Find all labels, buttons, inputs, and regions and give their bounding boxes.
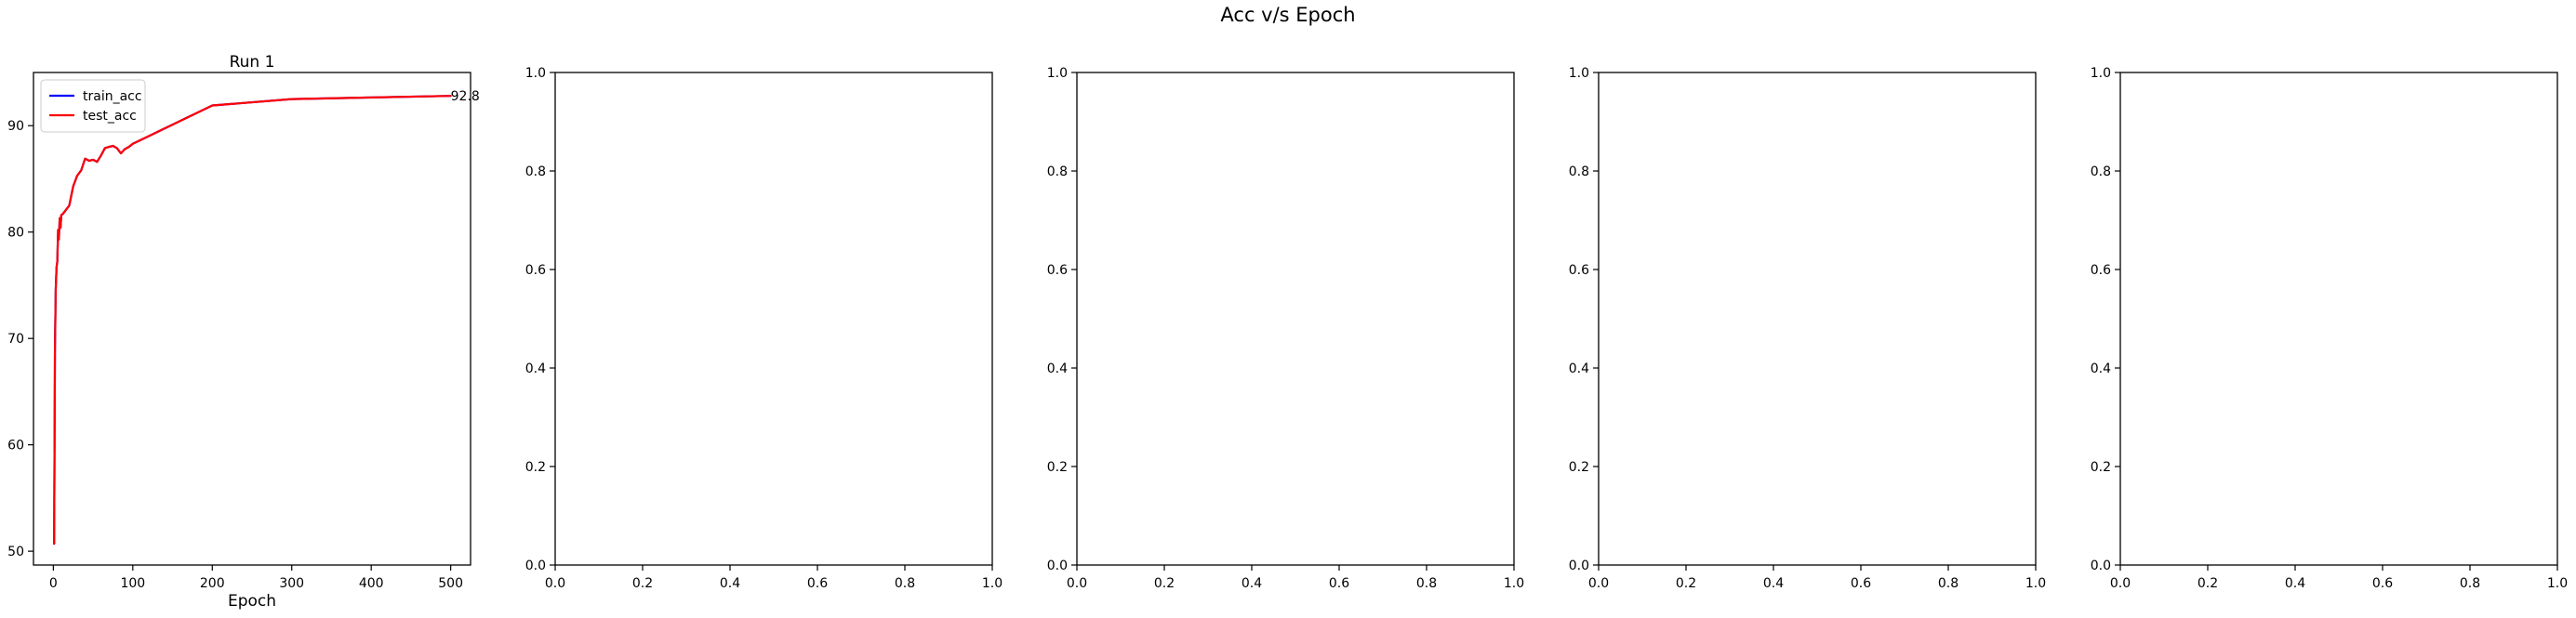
y-tick-label: 0.0 [1047,559,1068,573]
y-tick-label: 0.6 [1569,263,1589,278]
x-axis-label: Epoch [228,592,276,611]
x-tick-label: 500 [438,576,463,591]
x-tick-label: 1.0 [1504,576,1524,591]
legend-label: train_acc [83,89,142,104]
subplot-4: 0.0 0.2 0.4 0.6 0.8 1.0 0.0 0.2 0.4 0.6 0.8 1.0 [1569,66,2046,591]
y-tick-label: 0.0 [2091,559,2111,573]
y-tick-label: 90 [7,119,24,134]
y-tick-label: 80 [7,226,24,241]
y-tick-label: 1.0 [2091,66,2111,81]
x-tick-label: 0.6 [807,576,828,591]
y-tick-label: 0.8 [1047,164,1068,179]
x-tick-label: 0.8 [2460,576,2480,591]
x-tick-label: 0.2 [2198,576,2218,591]
y-tick-label: 0.2 [2091,460,2111,475]
x-tick-label: 0.6 [1329,576,1349,591]
x-tick-label: 0 [49,576,58,591]
axes-frame [554,72,993,566]
y-tick-label: 0.8 [525,164,546,179]
y-tick-label: 0.0 [525,559,546,573]
y-tick-label: 0.8 [1569,164,1589,179]
y-tick-label: 0.0 [1569,559,1589,573]
y-tick-label: 0.6 [2091,263,2111,278]
y-tick-label: 1.0 [525,66,546,81]
x-tick-label: 1.0 [2025,576,2046,591]
series-line-test-acc [53,95,452,546]
axes-frame [1076,72,1515,566]
x-tick-label: 0.4 [1242,576,1262,591]
figure-title: Acc v/s Epoch [1220,4,1356,26]
x-tick-label: 1.0 [982,576,1003,591]
x-tick-label: 0.8 [895,576,915,591]
legend-box [40,79,146,133]
axes-frame [2119,72,2558,566]
y-tick-label: 0.4 [1047,362,1068,376]
x-tick-label: 0.0 [1588,576,1609,591]
series-line-train-acc [53,95,452,546]
y-tick-label: 0.8 [2091,164,2111,179]
value-annotation: 92.8 [451,89,480,104]
y-tick-label: 50 [7,545,24,559]
x-tick-label: 0.4 [2285,576,2305,591]
y-tick-label: 0.6 [525,263,546,278]
x-tick-label: 0.8 [1416,576,1437,591]
x-tick-label: 0.4 [720,576,740,591]
y-tick-label: 0.6 [1047,263,1068,278]
axes-frame [33,72,471,566]
x-tick-label: 300 [279,576,304,591]
x-tick-label: 100 [120,576,145,591]
subplot-3: 0.0 0.2 0.4 0.6 0.8 1.0 0.0 0.2 0.4 0.6 0.8 1.0 [1047,66,1524,591]
x-tick-label: 0.2 [632,576,653,591]
legend-label: test_acc [83,109,137,124]
y-tick-label: 60 [7,439,24,454]
y-tick-label: 1.0 [1047,66,1068,81]
axes-frame [1598,72,2037,566]
x-tick-label: 200 [200,576,225,591]
subplot-5: 0.0 0.2 0.4 0.6 0.8 1.0 0.0 0.2 0.4 0.6 0.8 1.0 [2091,66,2568,591]
x-tick-label: 0.2 [1154,576,1175,591]
x-tick-label: 1.0 [2547,576,2568,591]
y-tick-label: 0.4 [1569,362,1589,376]
x-tick-label: 0.8 [1938,576,1959,591]
y-tick-label: 0.2 [525,460,546,475]
x-tick-label: 400 [359,576,384,591]
y-tick-label: 0.2 [1047,460,1068,475]
x-tick-label: 0.6 [2372,576,2393,591]
y-tick-label: 0.4 [2091,362,2111,376]
x-tick-label: 0.0 [2110,576,2131,591]
subplot-1: 0 100 200 300 400 500 50 60 70 80 90 Run 1 Epoch 92.8… [7,53,480,611]
legend: train_acc test_acc [40,79,146,133]
x-tick-label: 0.6 [1851,576,1871,591]
x-tick-label: 0.4 [1763,576,1784,591]
y-tick-label: 0.4 [525,362,546,376]
subplot-2: 0.0 0.2 0.4 0.6 0.8 1.0 0.0 0.2 0.4 0.6 0.8 1.0 [525,66,1003,591]
y-tick-label: 70 [7,332,24,347]
y-tick-label: 0.2 [1569,460,1589,475]
subplot-title: Run 1 [230,53,275,72]
y-tick-label: 1.0 [1569,66,1589,81]
x-tick-label: 0.0 [1067,576,1087,591]
x-tick-label: 0.2 [1676,576,1696,591]
x-tick-label: 0.0 [545,576,565,591]
